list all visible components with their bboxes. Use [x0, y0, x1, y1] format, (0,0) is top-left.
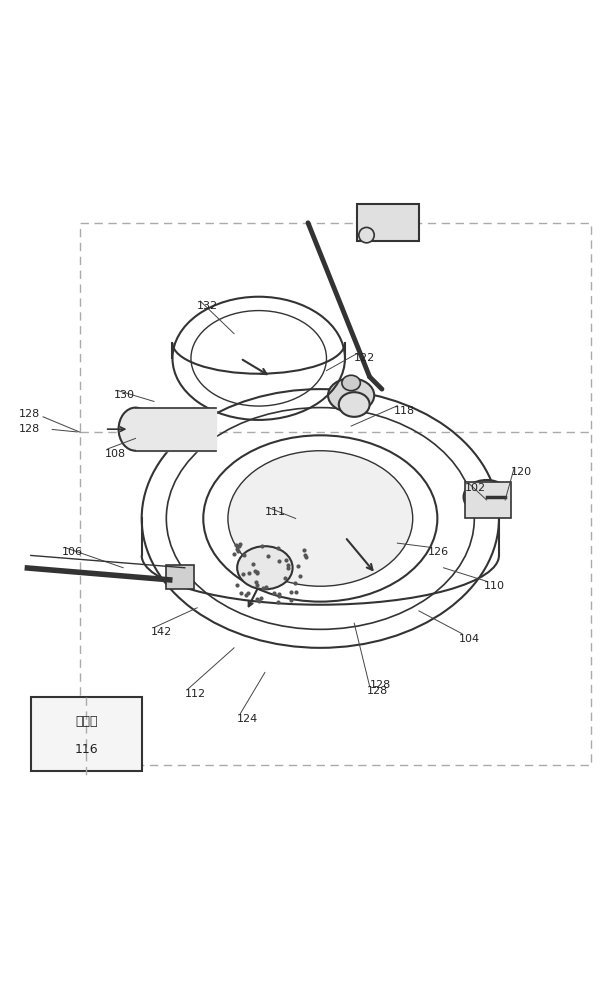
Text: 102: 102	[465, 483, 486, 493]
Text: 118: 118	[394, 406, 415, 416]
Text: 128: 128	[370, 680, 391, 690]
Ellipse shape	[339, 392, 370, 417]
Text: 111: 111	[265, 507, 286, 517]
Ellipse shape	[328, 378, 375, 412]
Bar	[31, 697, 142, 771]
Text: 132: 132	[197, 301, 218, 311]
Text: 控制器: 控制器	[75, 715, 97, 728]
Text: 142: 142	[151, 627, 172, 637]
Text: 122: 122	[354, 353, 375, 363]
Text: 112: 112	[185, 689, 206, 699]
Text: 124: 124	[237, 714, 258, 724]
Bar	[166, 565, 194, 589]
Text: 106: 106	[62, 547, 83, 557]
Bar	[80, 223, 591, 765]
Text: 108: 108	[105, 449, 126, 459]
Bar	[357, 204, 419, 241]
Text: 128: 128	[367, 686, 387, 696]
Ellipse shape	[342, 375, 360, 391]
Text: 110: 110	[484, 581, 505, 591]
Text: 128: 128	[18, 424, 39, 434]
Text: 104: 104	[459, 634, 480, 644]
Text: 128: 128	[18, 409, 39, 419]
Ellipse shape	[119, 408, 153, 451]
Ellipse shape	[359, 227, 375, 243]
Text: 130: 130	[114, 390, 135, 400]
Text: 120: 120	[511, 467, 532, 477]
Bar	[465, 482, 511, 518]
Ellipse shape	[228, 451, 413, 586]
Ellipse shape	[237, 546, 293, 589]
Text: 116: 116	[75, 743, 98, 756]
Ellipse shape	[464, 480, 510, 514]
Text: 126: 126	[428, 547, 449, 557]
